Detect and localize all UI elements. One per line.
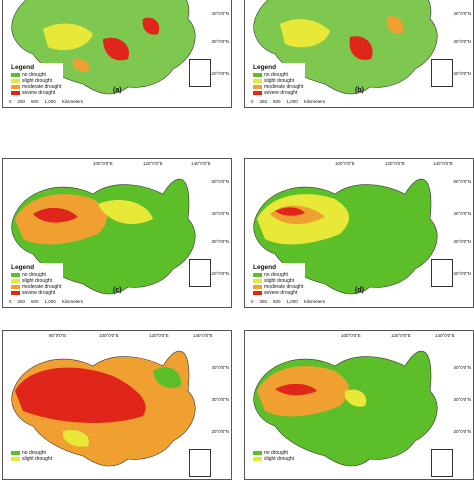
legend-f: no drought slight drought [251, 449, 297, 463]
lon-label: 140°0'0"E [433, 161, 453, 166]
lon-label: 80°0'0"E [49, 333, 67, 338]
lat-label: 50°0'0"N [453, 179, 471, 184]
lon-label: 140°0'0"E [191, 161, 211, 166]
lon-label: 100°0'0"E [99, 333, 119, 338]
legend-item: slight drought [11, 78, 61, 84]
lon-label: 120°0'0"E [143, 161, 163, 166]
legend-item: moderate drought [253, 284, 303, 290]
lat-label: 30°0'0"N [211, 397, 229, 402]
map-panel-e: 80°0'0"E 100°0'0"E 120°0'0"E 140°0'0"E n… [2, 330, 232, 480]
lat-label: 20°0'0"N [211, 429, 229, 434]
lon-label: 100°0'0"E [341, 333, 361, 338]
legend-item: moderate drought [11, 84, 61, 90]
lon-label: 120°0'0"E [385, 161, 405, 166]
legend-a: Legend no drought slight drought moderat… [9, 63, 64, 97]
lat-label: 40°0'0"N [453, 365, 471, 370]
lat-label: 30°0'0"N [211, 239, 229, 244]
map-panel-a: Legend no drought slight drought moderat… [2, 0, 232, 108]
legend-item: slight drought [253, 78, 303, 84]
legend-item: no drought [11, 72, 61, 78]
legend-item: no drought [253, 450, 294, 456]
lat-label: 40°0'0"N [211, 11, 229, 16]
china-map-f [253, 350, 438, 467]
lon-label: 140°0'0"E [435, 333, 455, 338]
scale-bar-c: 0 250 500 1,000 Kilometers [9, 299, 84, 304]
lat-label: 40°0'0"N [211, 211, 229, 216]
lat-label: 30°0'0"N [453, 39, 471, 44]
map-panel-d: 100°0'0"E 120°0'0"E 140°0'0"E Legend no … [244, 158, 474, 308]
map-panel-f: 100°0'0"E 120°0'0"E 140°0'0"E no drought… [244, 330, 474, 480]
south-china-sea-inset [189, 449, 211, 477]
legend-title: Legend [11, 264, 35, 271]
lat-label: 40°0'0"N [211, 365, 229, 370]
south-china-sea-inset [431, 259, 453, 287]
legend-item: severe drought [11, 290, 61, 296]
panel-label-c: (c) [113, 287, 122, 294]
legend-title: Legend [11, 64, 35, 71]
map-panel-b: Legend no drought slight drought moderat… [244, 0, 474, 108]
panel-label-d: (d) [355, 287, 364, 294]
south-china-sea-inset [189, 59, 211, 87]
lat-label: 40°0'0"N [453, 211, 471, 216]
lon-label: 120°0'0"E [391, 333, 411, 338]
lon-label: 140°0'0"E [193, 333, 213, 338]
lat-label: 20°0'0"N [453, 71, 471, 76]
lat-label: 20°0'0"N [453, 429, 471, 434]
lon-label: 100°0'0"E [335, 161, 355, 166]
legend-item: no drought [11, 272, 61, 278]
south-china-sea-inset [431, 449, 453, 477]
legend-item: severe drought [253, 290, 303, 296]
legend-item: no drought [253, 72, 303, 78]
legend-e: no drought slight drought [9, 449, 55, 463]
lat-label: 30°0'0"N [453, 397, 471, 402]
panel-label-a: (a) [113, 87, 122, 94]
legend-title: Legend [253, 264, 277, 271]
legend-item: severe drought [11, 90, 61, 96]
legend-item: moderate drought [11, 284, 61, 290]
china-map-e [11, 350, 196, 467]
lat-label: 20°0'0"N [211, 71, 229, 76]
legend-item: no drought [11, 450, 52, 456]
legend-title: Legend [253, 64, 277, 71]
panel-label-b: (b) [355, 87, 364, 94]
lat-label: 30°0'0"N [453, 239, 471, 244]
lat-label: 30°0'0"N [211, 39, 229, 44]
scale-bar-d: 0 250 500 1,000 Kilometers [251, 299, 326, 304]
map-panel-c: 100°0'0"E 120°0'0"E 140°0'0"E Legend no … [2, 158, 232, 308]
south-china-sea-inset [189, 259, 211, 287]
legend-item: slight drought [253, 456, 294, 462]
legend-item: slight drought [11, 278, 61, 284]
south-china-sea-inset [431, 59, 453, 87]
legend-b: Legend no drought slight drought moderat… [251, 63, 306, 97]
legend-item: severe drought [253, 90, 303, 96]
legend-item: moderate drought [253, 84, 303, 90]
lon-label: 120°0'0"E [149, 333, 169, 338]
scale-bar-b: 0 250 500 1,000 Kilometers [251, 99, 326, 104]
legend-item: no drought [253, 272, 303, 278]
scale-bar-a: 0 250 500 1,000 Kilometers [9, 99, 84, 104]
legend-item: slight drought [11, 456, 52, 462]
legend-d: Legend no drought slight drought moderat… [251, 263, 306, 297]
legend-item: slight drought [253, 278, 303, 284]
lat-label: 20°0'0"N [211, 271, 229, 276]
legend-c: Legend no drought slight drought moderat… [9, 263, 64, 297]
lon-label: 100°0'0"E [93, 161, 113, 166]
lat-label: 20°0'0"N [453, 271, 471, 276]
lat-label: 40°0'0"N [453, 11, 471, 16]
lat-label: 50°0'0"N [211, 179, 229, 184]
